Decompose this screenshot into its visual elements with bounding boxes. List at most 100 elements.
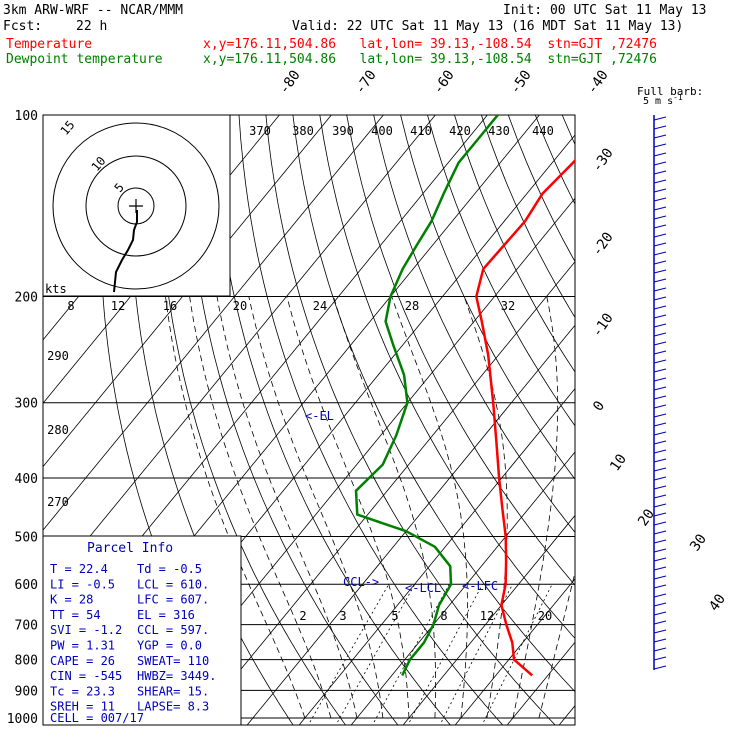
mixing-ratio-label: 12 bbox=[480, 609, 494, 623]
parcel-right-value: SHEAR= 15. bbox=[137, 684, 209, 698]
mixing-ratio-line bbox=[407, 584, 483, 725]
level-annotation: CCL-> bbox=[343, 575, 379, 589]
wind-barb bbox=[653, 485, 667, 490]
wind-barb bbox=[653, 449, 667, 454]
wind-barb bbox=[653, 269, 667, 274]
parcel-left-value: SVI = -1.2 bbox=[50, 623, 122, 637]
sounding-profiles bbox=[354, 115, 575, 677]
level-annotation: <-LFC bbox=[462, 579, 498, 593]
wind-barb bbox=[653, 656, 667, 661]
wind-barb bbox=[653, 179, 667, 184]
wind-barb bbox=[653, 404, 667, 409]
temperature-legend-label: Temperature bbox=[6, 37, 93, 52]
parcel-left-value: CAPE = 26 bbox=[50, 654, 115, 668]
parcel-right-value: EL = 316 bbox=[137, 608, 195, 622]
dry-adiabat-line bbox=[373, 115, 575, 533]
moist-adiabat-line bbox=[538, 570, 575, 719]
wind-barb bbox=[653, 332, 667, 337]
isotherm-line bbox=[43, 115, 436, 595]
isotherm-line bbox=[658, 87, 740, 730]
wind-barb bbox=[653, 116, 667, 121]
isotherm-line bbox=[402, 514, 575, 725]
mixing-ratio-label: 20 bbox=[538, 609, 552, 623]
isotherm-line bbox=[246, 324, 575, 725]
isotherm-tick-label: 10 bbox=[607, 451, 630, 474]
hodograph-x-tick-label: 8 bbox=[67, 299, 74, 313]
theta-label: 390 bbox=[332, 124, 354, 138]
wind-barb bbox=[653, 413, 667, 418]
wind-barb bbox=[653, 152, 667, 157]
wind-barb bbox=[653, 368, 667, 373]
wind-barb bbox=[653, 161, 667, 166]
wind-barb bbox=[653, 467, 667, 472]
isotherm-tick-label: -60 bbox=[430, 67, 458, 97]
isotherm-line bbox=[454, 578, 575, 725]
parcel-left-value: K = 28 bbox=[50, 593, 93, 607]
dry-adiabat-line bbox=[561, 115, 575, 146]
wind-barb bbox=[653, 638, 667, 643]
pressure-tick-label: 300 bbox=[15, 397, 38, 412]
dry-adiabat-line bbox=[682, 87, 740, 730]
wind-barb bbox=[653, 521, 667, 526]
parcel-left-value: Tc = 23.3 bbox=[50, 684, 115, 698]
wind-barb bbox=[653, 188, 667, 193]
forecast-label: Fcst: bbox=[3, 19, 43, 34]
wind-barb bbox=[653, 323, 667, 328]
hodograph-x-tick-label: 20 bbox=[233, 299, 247, 313]
wind-barb bbox=[653, 260, 667, 265]
pressure-tick-label: 800 bbox=[15, 654, 38, 669]
hodograph-x-tick-label: 16 bbox=[163, 299, 177, 313]
wind-barb bbox=[653, 620, 667, 625]
wind-barb bbox=[653, 251, 667, 256]
wind-barb bbox=[653, 206, 667, 211]
wind-barb bbox=[653, 440, 667, 445]
dry-adiabat-line bbox=[184, 115, 399, 725]
parcel-right-value: HWBZ= 3449. bbox=[137, 669, 216, 683]
dry-adiabat-line bbox=[656, 87, 740, 730]
parcel-right-value: YGP = 0.0 bbox=[137, 639, 202, 653]
wind-barb bbox=[653, 377, 667, 382]
dry-adiabat-line bbox=[346, 115, 575, 586]
parcel-left-value: TT = 54 bbox=[50, 608, 101, 622]
dry-adiabat-line bbox=[319, 115, 575, 639]
wind-barb bbox=[653, 602, 667, 607]
wind-barb bbox=[653, 296, 667, 301]
isotherm-line bbox=[606, 87, 740, 730]
parcel-cell-value: CELL = 007/17 bbox=[50, 711, 144, 725]
theta-label: 270 bbox=[47, 495, 69, 509]
isotherm-tick-label: -40 bbox=[584, 67, 612, 97]
dry-adiabat-line bbox=[157, 115, 347, 725]
parcel-box bbox=[42, 535, 242, 726]
isotherm-tick-label: 30 bbox=[687, 531, 710, 554]
wind-barb bbox=[653, 134, 667, 139]
level-annotation: <-EL bbox=[305, 409, 334, 423]
isotherm-line bbox=[506, 641, 575, 725]
wind-barb bbox=[653, 593, 667, 598]
wind-barb bbox=[653, 647, 667, 652]
parcel-left-value: LI = -0.5 bbox=[50, 577, 115, 591]
isotherm-tick-label: 40 bbox=[706, 591, 729, 614]
wind-barb bbox=[653, 278, 667, 283]
wind-barb-unit-exponent: -1 bbox=[673, 93, 683, 102]
dry-adiabat-line bbox=[211, 115, 451, 725]
theta-label: 370 bbox=[249, 124, 271, 138]
forecast-hour: 22 h bbox=[76, 19, 108, 34]
wind-barb bbox=[653, 125, 667, 130]
pressure-tick-label: 400 bbox=[15, 472, 38, 487]
wind-barb bbox=[653, 611, 667, 616]
wind-barb bbox=[653, 314, 667, 319]
isotherm-line bbox=[558, 705, 575, 725]
isotherm-line bbox=[43, 115, 332, 468]
wind-barb bbox=[653, 422, 667, 427]
parcel-right-value: LFC = 607. bbox=[137, 593, 209, 607]
wind-profile: Full barb:5 m s-1 bbox=[637, 85, 703, 670]
wind-barb bbox=[653, 224, 667, 229]
parcel-right-value: SWEAT= 110 bbox=[137, 654, 209, 668]
hodograph-range-ring bbox=[52, 122, 220, 290]
pressure-tick-label: 200 bbox=[15, 291, 38, 306]
mixing-ratio-line bbox=[335, 584, 416, 725]
isotherm-tick-label: -10 bbox=[589, 310, 617, 340]
mixing-ratio-line bbox=[481, 584, 553, 725]
pressure-tick-label: 100 bbox=[15, 109, 38, 124]
hodograph-x-tick-label: 12 bbox=[111, 299, 125, 313]
